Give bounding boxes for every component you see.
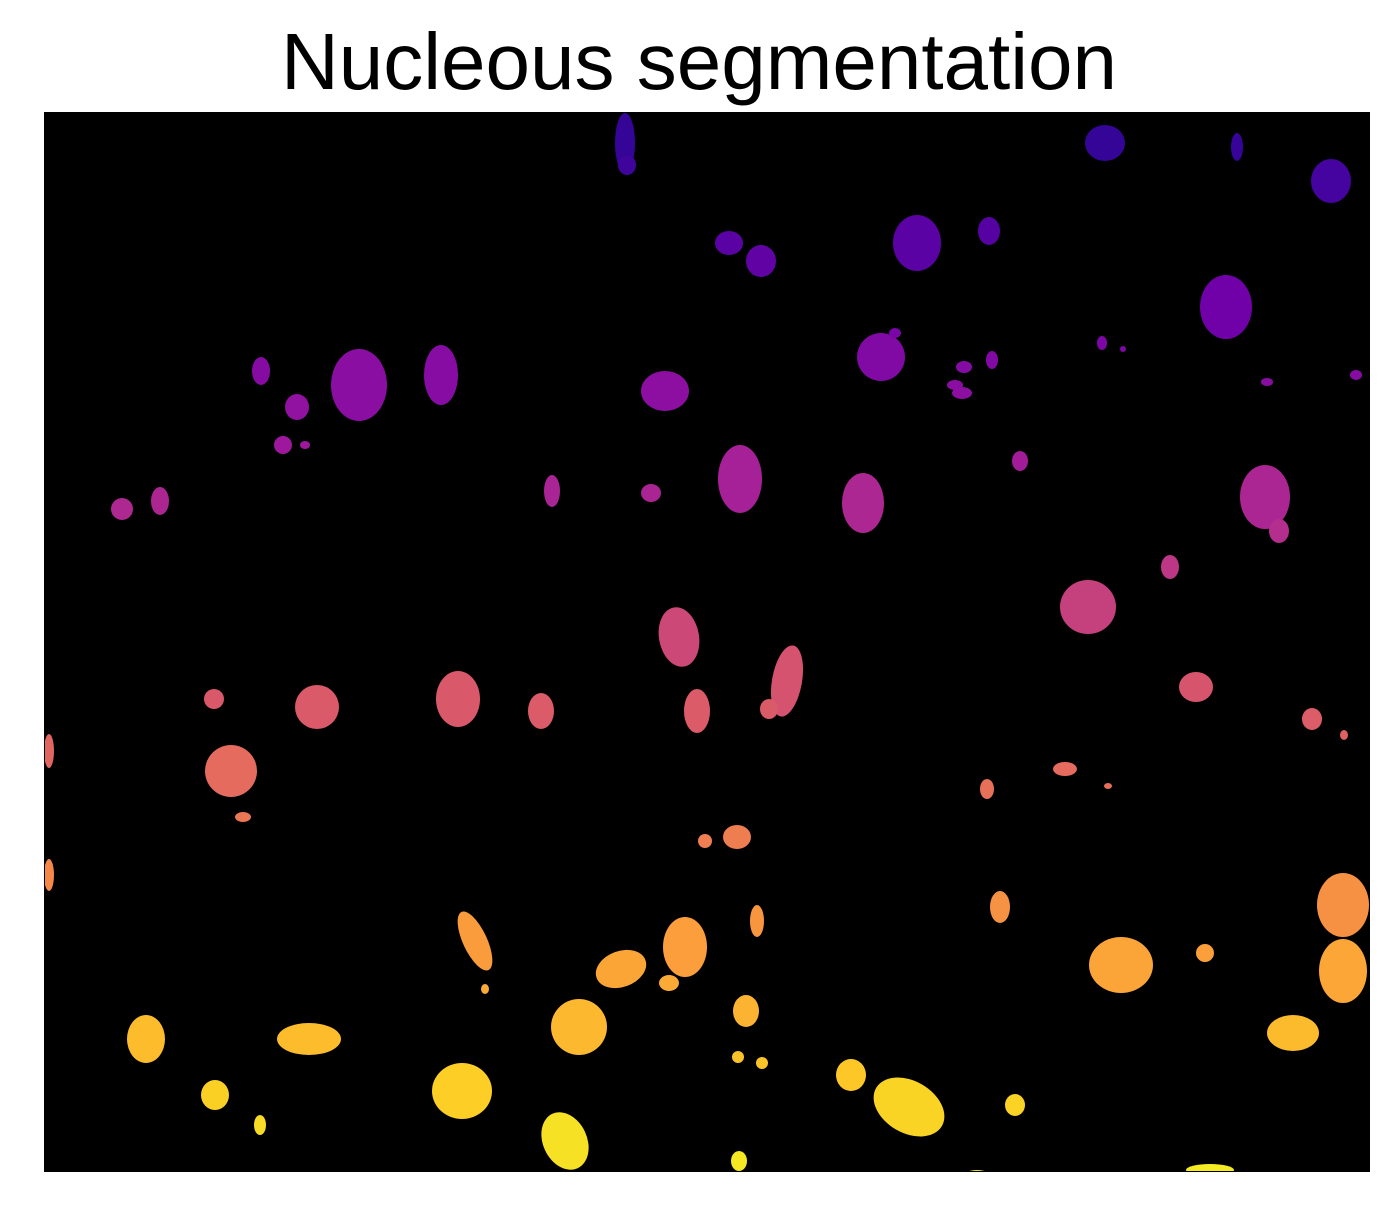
nucleus-segment	[990, 891, 1010, 923]
nucleus-segment	[732, 1051, 744, 1063]
nucleus-segment	[274, 436, 292, 454]
nucleus-segment	[235, 812, 251, 822]
nucleus-segment	[1005, 1094, 1025, 1116]
nucleus-segment	[1317, 873, 1369, 937]
nucleus-segment	[1240, 465, 1290, 529]
nucleus-segment	[980, 779, 994, 799]
nucleus-segment	[889, 328, 901, 338]
nucleus-segment	[663, 917, 707, 977]
nucleus-segment	[836, 1059, 866, 1091]
nucleus-segment	[1060, 580, 1116, 634]
nucleus-segment	[986, 351, 998, 369]
nucleus-segment	[641, 484, 661, 502]
nucleus-segment	[893, 215, 941, 271]
nucleus-segment	[1350, 370, 1362, 380]
nucleus-segment	[1085, 125, 1125, 161]
nucleus-segment	[1053, 762, 1077, 776]
nucleus-segment	[432, 1063, 492, 1119]
nucleus-segment	[295, 685, 339, 729]
nucleus-segment	[956, 361, 972, 373]
nucleus-segment	[127, 1015, 165, 1063]
nucleus-segment	[770, 645, 804, 717]
nucleus-segment	[424, 345, 458, 405]
nucleus-segment	[1179, 672, 1213, 702]
segmentation-mask-image	[45, 113, 1369, 1171]
nucleus-segment	[300, 441, 310, 449]
nucleus-segment	[45, 734, 54, 768]
nucleus-segment	[1231, 133, 1243, 161]
nucleus-segment	[756, 1057, 768, 1069]
nucleus-segment	[285, 394, 309, 420]
nucleus-segment	[1261, 378, 1273, 386]
figure-title: Nucleous segmentation	[280, 17, 1118, 106]
nucleus-segment	[544, 475, 560, 507]
nucleus-segment	[111, 498, 133, 520]
nucleus-segment	[1311, 159, 1351, 203]
nucleus-segment	[978, 217, 1000, 245]
nucleus-segment	[252, 357, 270, 385]
nucleus-segment	[528, 693, 554, 729]
nucleus-segment	[1340, 730, 1348, 740]
nucleus-segment	[331, 349, 387, 421]
nucleus-segment	[952, 387, 972, 399]
nucleus-segment	[760, 699, 778, 719]
nucleus-segment	[1161, 555, 1179, 579]
nucleus-segment	[277, 1023, 341, 1055]
nucleus-segment	[698, 834, 712, 848]
nucleus-segment	[731, 1151, 747, 1171]
nucleus-segment	[723, 825, 751, 849]
nucleus-segment	[618, 155, 636, 175]
nucleus-segment	[718, 445, 762, 513]
nucleus-segment	[1186, 1164, 1234, 1171]
nucleus-segment	[658, 607, 700, 667]
nucleus-segment	[857, 333, 905, 381]
nucleus-segment	[842, 473, 884, 533]
nucleus-segment	[1319, 939, 1367, 1003]
nucleus-segment	[746, 245, 776, 277]
nucleus-segment	[873, 1077, 945, 1137]
nucleus-segment	[45, 859, 54, 891]
nucleus-segment	[969, 1170, 985, 1171]
nucleus-segment	[641, 371, 689, 411]
nucleus-segment	[750, 905, 764, 937]
nucleus-segment	[1097, 336, 1107, 350]
nucleus-segment	[551, 999, 607, 1055]
nucleus-segment	[1196, 944, 1214, 962]
nucleus-segment	[1267, 1015, 1319, 1051]
nucleus-segment	[1089, 937, 1153, 993]
nucleus-segment	[1302, 708, 1322, 730]
nucleus-segment	[595, 949, 647, 989]
nucleus-segment	[481, 984, 489, 994]
nucleus-segment	[541, 1112, 589, 1170]
segmentation-image-frame	[44, 112, 1370, 1172]
nucleus-segment	[457, 911, 493, 971]
nucleus-segment	[151, 487, 169, 515]
nucleus-segment	[1269, 519, 1289, 543]
nucleus-segment	[1200, 275, 1252, 339]
nucleus-segment	[1012, 451, 1028, 471]
nucleus-segment	[1104, 783, 1112, 789]
nucleus-segment	[254, 1115, 266, 1135]
nucleus-segment	[205, 745, 257, 797]
nucleus-segment	[684, 689, 710, 733]
nucleus-segment	[204, 689, 224, 709]
nucleus-segment	[1120, 346, 1126, 352]
nucleus-segment	[436, 671, 480, 727]
nucleus-segment	[201, 1080, 229, 1110]
nucleus-segment	[733, 995, 759, 1027]
nucleus-segment	[715, 231, 743, 255]
nucleus-segment	[659, 975, 679, 991]
